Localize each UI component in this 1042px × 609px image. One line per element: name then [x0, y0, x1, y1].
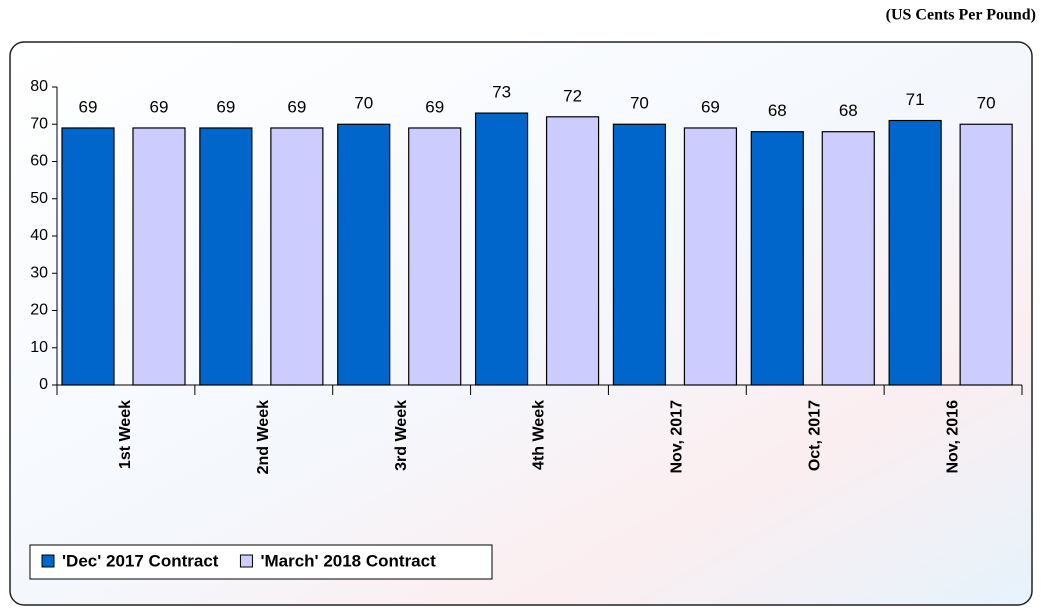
bar: [821, 131, 875, 386]
data-label: 69: [425, 97, 444, 116]
data-label: 71: [906, 90, 925, 109]
y-tick-label: 80: [30, 78, 48, 95]
x-tick-label: Nov, 2017: [669, 400, 686, 474]
bar: [474, 112, 529, 386]
bar: [408, 127, 462, 386]
bar: [683, 127, 738, 386]
legend-swatch: [239, 554, 253, 568]
y-tick-label: 50: [30, 190, 48, 207]
data-label: 72: [563, 86, 582, 105]
x-tick-label: Nov, 2016: [944, 400, 961, 474]
bar: [750, 131, 804, 386]
x-tick-label: Oct, 2017: [806, 400, 823, 471]
x-tick-label: 3rd Week: [393, 400, 410, 471]
y-tick-label: 30: [30, 264, 48, 281]
data-label: 69: [150, 97, 169, 116]
data-label: 73: [492, 83, 511, 102]
legend-box: [29, 544, 493, 580]
bar: [61, 127, 115, 386]
bar: [888, 119, 942, 386]
data-label: 68: [839, 101, 858, 120]
data-label: 70: [630, 94, 649, 113]
legend-swatch: [41, 554, 55, 568]
bar: [612, 123, 667, 386]
y-tick-label: 0: [39, 376, 48, 393]
y-tick-label: 60: [30, 153, 48, 170]
y-tick-label: 10: [30, 339, 48, 356]
data-label: 68: [768, 101, 787, 120]
bar: [959, 123, 1013, 386]
x-tick-label: 4th Week: [531, 400, 548, 470]
data-label: 69: [216, 97, 235, 116]
data-label: 70: [977, 94, 996, 113]
data-label: 69: [79, 97, 98, 116]
y-tick-label: 70: [30, 115, 48, 132]
bar: [270, 127, 324, 386]
legend-label: 'Dec' 2017 Contract: [62, 551, 219, 570]
legend-label: 'March' 2018 Contract: [260, 551, 436, 570]
data-label: 69: [287, 97, 306, 116]
x-tick-label: 1st Week: [117, 400, 134, 469]
y-tick-label: 40: [30, 227, 48, 244]
data-label: 70: [354, 94, 373, 113]
x-tick-label: 2nd Week: [255, 400, 272, 475]
y-tick-label: 20: [30, 302, 48, 319]
chart-subtitle: (US Cents Per Pound): [886, 7, 1036, 24]
bar: [337, 123, 391, 386]
data-label: 69: [701, 97, 720, 116]
bar: [199, 127, 253, 386]
bar: [132, 127, 186, 386]
bar: [545, 116, 600, 386]
